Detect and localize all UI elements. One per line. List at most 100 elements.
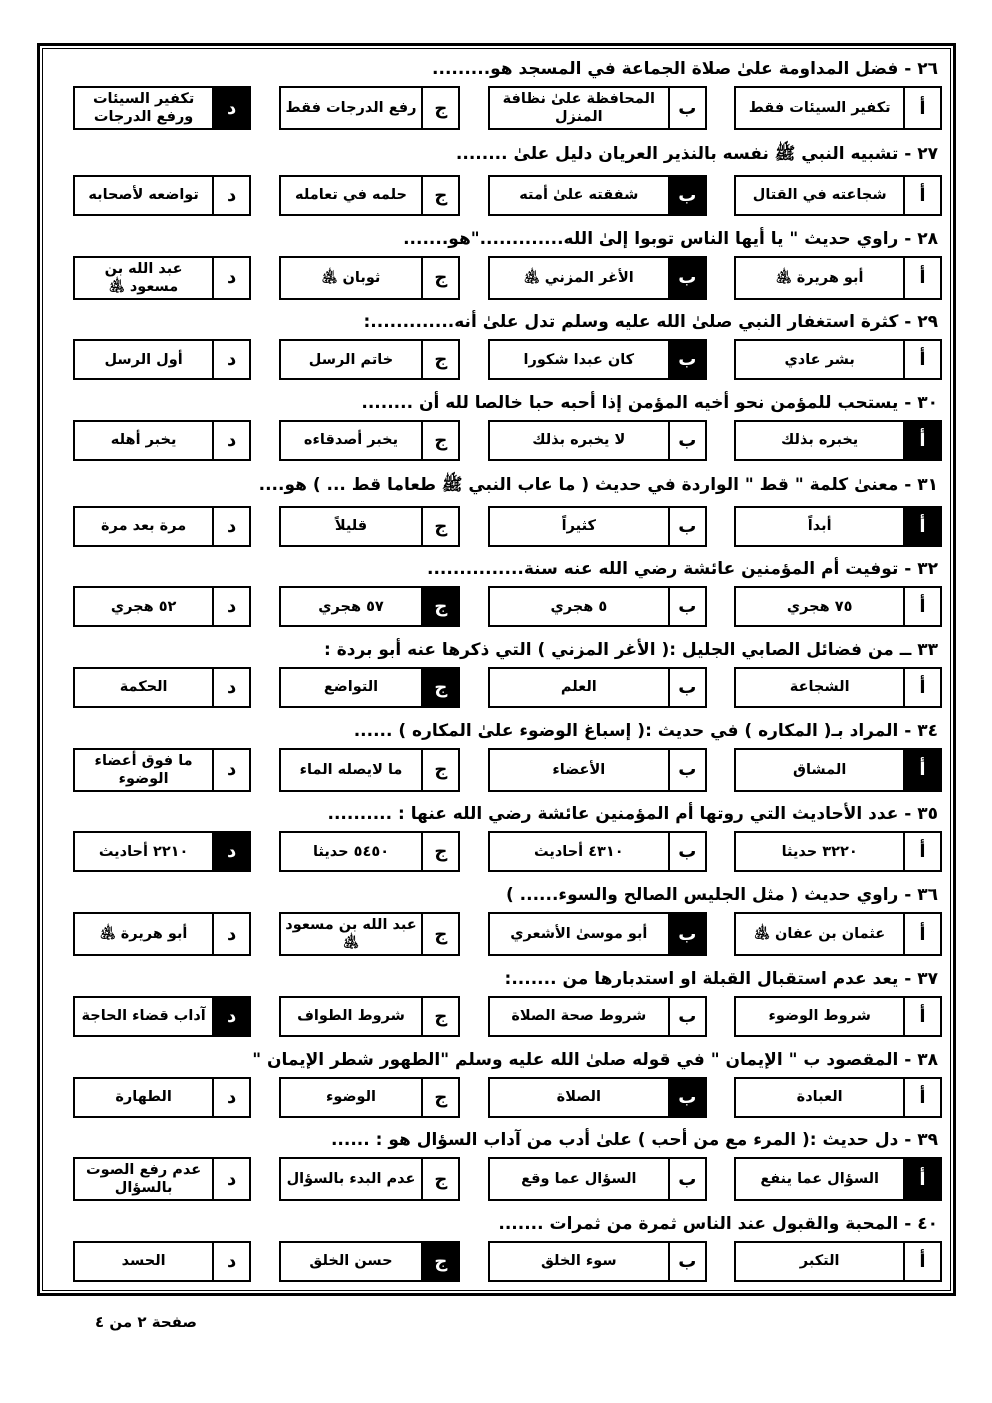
question-33-option-c[interactable]: ج التواضع [278, 666, 461, 708]
question-30-option-b[interactable]: ب لا يخبره بذلك [487, 420, 707, 461]
option-text: يخبره بذلك [781, 432, 859, 449]
question-32-option-b[interactable]: ب ٥ هجري [487, 586, 707, 628]
option-letter: أ [903, 749, 940, 790]
question-30-option-c[interactable]: ج يخبر أصدقاءه [278, 420, 461, 461]
option-letter: أ [903, 997, 940, 1035]
question-29-option-d[interactable]: د أول الرسل [73, 339, 252, 381]
question-33-option-d[interactable]: د الحكمة [73, 666, 252, 708]
question-31-option-c[interactable]: ج قليلاً [278, 505, 461, 547]
question-26-option-b[interactable]: ب المحافظة علىٰ نظافة المنزل [487, 86, 707, 131]
question-34-option-b[interactable]: ب الأعضاء [487, 747, 707, 792]
question-28-option-a[interactable]: أ أبو هريرة ﵁ [734, 255, 942, 300]
option-letter: د [212, 257, 249, 298]
question-39-option-b[interactable]: ب السؤال عما وقع [487, 1157, 707, 1202]
question-39-option-c[interactable]: ج عدم البدء بالسؤال [278, 1157, 461, 1202]
question-36-option-a[interactable]: أ عثمان بن عفان ﵁ [734, 912, 942, 957]
option-text: عثمان بن عفان ﵁ [754, 926, 886, 943]
question-27-option-c[interactable]: ج حلمه في تعامله [278, 174, 461, 216]
option-letter: ج [421, 668, 459, 706]
option-letter: ج [421, 341, 458, 379]
option-letter: ج [421, 422, 458, 459]
question-39-option-a[interactable]: أ السؤال عما ينفع [734, 1157, 942, 1202]
option-text: حلمه في تعامله [295, 187, 407, 204]
option-text: العلم [560, 679, 597, 696]
option-text: ٣٢٢٠ حديثا [781, 843, 858, 860]
question-31-option-b[interactable]: ب كثيراً [487, 505, 707, 547]
question-30-option-d[interactable]: د يخبر أهله [73, 420, 252, 461]
option-letter: ب [667, 422, 705, 459]
question-35-option-a[interactable]: أ ٣٢٢٠ حديثا [734, 831, 942, 873]
options-row: أ شجاعته في القتال ب شفقته علىٰ أمته ج ح… [53, 174, 942, 216]
question-36-option-d[interactable]: د أبو هريرة ﵁ [73, 912, 252, 957]
question-40-text: ٤٠ - المحبة والقبول عند الناس ثمرة من ثم… [498, 1214, 938, 1234]
question-26-option-a[interactable]: أ تكفير السيئات فقط [734, 86, 942, 131]
option-text: ما لايصله الماء [299, 761, 403, 778]
question-30-option-a[interactable]: أ يخبره بذلك [734, 420, 942, 461]
question-35-option-c[interactable]: ج ٥٤٥٠ حديثا [278, 831, 461, 873]
question-34-option-c[interactable]: ج ما لايصله الماء [278, 747, 461, 792]
question-29-option-b[interactable]: ب كان عبدا شكورا [487, 339, 707, 381]
question-32-option-d[interactable]: د ٥٢ هجري [73, 586, 252, 628]
question-38-option-a[interactable]: أ العبادة [734, 1076, 942, 1118]
question-40-option-a[interactable]: أ التكبر [734, 1241, 942, 1282]
question-39-option-d[interactable]: د عدم رفع الصوت بالسؤال [73, 1157, 252, 1202]
option-letter: د [212, 914, 249, 955]
question-27-option-a[interactable]: أ شجاعته في القتال [734, 174, 942, 216]
question-37-option-c[interactable]: ج شروط الطواف [278, 995, 461, 1037]
question-37-option-d[interactable]: د آداب قضاء الحاجة [73, 995, 252, 1037]
page-number: صفحة ٢ من ٤ [95, 1313, 197, 1331]
option-text: عبد الله بن مسعود ﵁ [285, 917, 417, 952]
question-36-option-c[interactable]: ج عبد الله بن مسعود ﵁ [278, 912, 461, 957]
option-text: قليلاً [334, 518, 368, 535]
question-34-option-d[interactable]: د ما فوق أعضاء الوضوء [73, 747, 252, 792]
question-28-option-b[interactable]: ب الأغر المزني ﵁ [487, 255, 707, 300]
option-letter: ب [667, 833, 705, 871]
question-33-option-b[interactable]: ب العلم [487, 666, 707, 708]
question-34-option-a[interactable]: أ المشاق [734, 747, 942, 792]
option-letter: د [212, 422, 249, 459]
question-31-option-d[interactable]: د مرة بعد مرة [73, 505, 252, 547]
question-37-option-a[interactable]: أ شروط الوضوء [734, 995, 942, 1037]
question-31-option-a[interactable]: أ أبداً [734, 505, 942, 547]
question-38-option-b[interactable]: ب الصلاة [487, 1076, 707, 1118]
question-40-option-d[interactable]: د الحسد [73, 1241, 252, 1282]
question-40-option-c[interactable]: ج حسن الخلق [278, 1241, 461, 1282]
question-36: ٣٦ - راوي حديث ( مثل الجليس الصالح والسو… [53, 883, 942, 957]
option-letter: د [212, 176, 249, 214]
option-text: ٥ هجري [550, 598, 608, 615]
option-text: يخبر أهله [110, 432, 177, 449]
option-text: ٥٧ هجري [318, 598, 384, 615]
option-letter: ب [667, 507, 705, 545]
option-text: العبادة [796, 1088, 843, 1105]
question-39-text: ٣٩ - دل حديث :( المرء مع من أحب ) علىٰ أ… [330, 1130, 938, 1151]
option-text: التواضع [323, 679, 379, 696]
option-text: يخبر أصدقاءه [303, 432, 399, 449]
question-28-option-c[interactable]: ج ثوبان ﵁ [278, 255, 461, 300]
question-35-option-d[interactable]: د ٢٢١٠ أحاديث [73, 831, 252, 873]
question-38-option-c[interactable]: ج الوضوء [278, 1076, 461, 1118]
question-32-option-c[interactable]: ج ٥٧ هجري [278, 586, 461, 628]
question-26-option-c[interactable]: ج رفع الدرجات فقط [278, 86, 461, 131]
question-37-text: ٣٧ - يعد عدم استقبال القبلة او استدبارها… [504, 968, 938, 989]
question-36-option-b[interactable]: ب أبو موسىٰ الأشعري [487, 912, 707, 957]
option-letter: ج [421, 88, 458, 129]
question-27-option-d[interactable]: د تواضعه لأصحابه [73, 174, 252, 216]
question-29-option-c[interactable]: ج خاتم الرسل [278, 339, 461, 381]
option-letter: ب [667, 1243, 705, 1280]
question-40-option-b[interactable]: ب سوء الخلق [487, 1241, 707, 1282]
question-28-option-d[interactable]: د عبد الله بن مسعود ﵁ [73, 255, 252, 300]
option-letter: د [212, 341, 249, 379]
question-33-option-a[interactable]: أ الشجاعة [734, 666, 942, 708]
question-29-option-a[interactable]: أ بشر عادي [734, 339, 942, 381]
options-row: أ العبادة ب الصلاة ج الوضوء د الطهارة [53, 1076, 942, 1118]
options-row: أ شروط الوضوء ب شروط صحة الصلاة ج شروط ا… [53, 995, 942, 1037]
option-letter: د [212, 1159, 249, 1200]
option-letter: أ [903, 914, 940, 955]
question-38-option-d[interactable]: د الطهارة [73, 1076, 252, 1118]
question-35-option-b[interactable]: ب ٤٣١٠ أحاديث [487, 831, 707, 873]
question-26-option-d[interactable]: د تكفير السيئات ورفع الدرجات [73, 86, 252, 131]
option-letter: د [212, 588, 249, 626]
question-32-option-a[interactable]: أ ٧٥ هجري [734, 586, 942, 628]
question-37-option-b[interactable]: ب شروط صحة الصلاة [487, 995, 707, 1037]
question-27-option-b[interactable]: ب شفقته علىٰ أمته [487, 174, 707, 216]
